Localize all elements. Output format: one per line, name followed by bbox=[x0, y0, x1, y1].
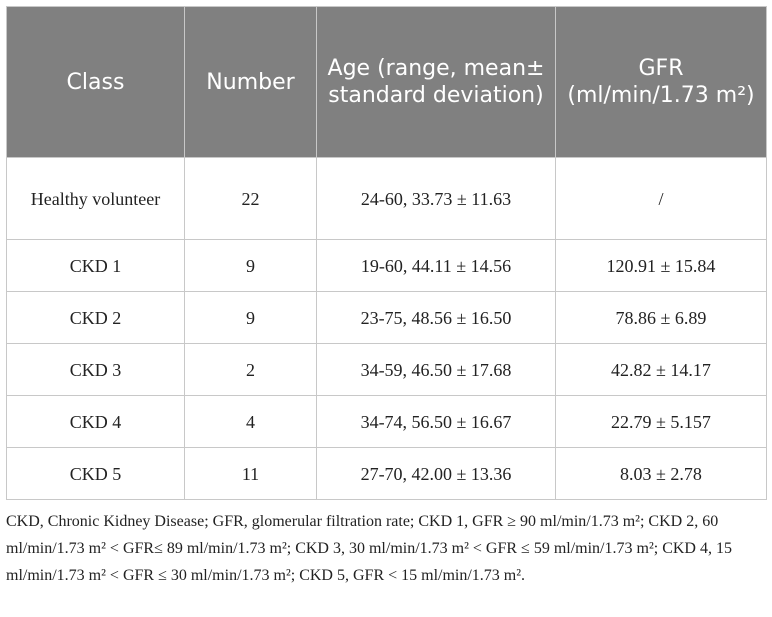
header-cell: Age (range, mean± standard deviation) bbox=[316, 6, 556, 158]
table-cell: 2 bbox=[184, 343, 317, 396]
data-table: Class Number Age (range, mean± standard de… bbox=[6, 6, 767, 500]
table-cell: 8.03 ± 2.78 bbox=[555, 447, 767, 500]
table-cell: CKD 4 bbox=[6, 395, 185, 448]
footnote: CKD, Chronic Kidney Disease; GFR, glomer… bbox=[6, 513, 732, 584]
table-cell: CKD 2 bbox=[6, 291, 185, 344]
table-cell: 34-59, 46.50 ± 17.68 bbox=[316, 343, 556, 396]
table-cell: 9 bbox=[184, 291, 317, 344]
table-cell: CKD 1 bbox=[6, 239, 185, 292]
table-cell: 27-70, 42.00 ± 13.36 bbox=[316, 447, 556, 500]
table-cell: 22 bbox=[184, 157, 317, 240]
header-cell: Number bbox=[184, 6, 317, 158]
table-cell: 23-75, 48.56 ± 16.50 bbox=[316, 291, 556, 344]
table-cell: 24-60, 33.73 ± 11.63 bbox=[316, 157, 556, 240]
table-cell: 19-60, 44.11 ± 14.56 bbox=[316, 239, 556, 292]
table-cell: Healthy volunteer bbox=[6, 157, 185, 240]
table-cell: 4 bbox=[184, 395, 317, 448]
table-cell: 78.86 ± 6.89 bbox=[555, 291, 767, 344]
table-cell: / bbox=[555, 157, 767, 240]
table-row: CKD 1 9 19-60, 44.11 ± 14.56 120.91 ± 15.84 bbox=[6, 239, 767, 292]
table-cell: CKD 3 bbox=[6, 343, 185, 396]
table-body: Healthy volunteer 22 24-60, 33.73 ± 11.63/… bbox=[6, 157, 767, 500]
table-row: CKD 4 4 34-74, 56.50 ± 16.67 22.79 ± 5.157 bbox=[6, 395, 767, 448]
table-row: CKD 3 2 34-59, 46.50 ± 17.68 42.82 ± 14.17 bbox=[6, 343, 767, 396]
table-cell: 34-74, 56.50 ± 16.67 bbox=[316, 395, 556, 448]
table-row: CKD 5 11 27-70, 42.00 ± 13.36 8.03 ± 2.78 bbox=[6, 447, 767, 500]
table-cell: 22.79 ± 5.157 bbox=[555, 395, 767, 448]
table-cell: 120.91 ± 15.84 bbox=[555, 239, 767, 292]
table-cell: 9 bbox=[184, 239, 317, 292]
table-row: Healthy volunteer 22 24-60, 33.73 ± 11.63/ bbox=[6, 157, 767, 240]
table-cell: 11 bbox=[184, 447, 317, 500]
header-cell: Class bbox=[6, 6, 185, 158]
table-row: CKD 2 9 23-75, 48.56 ± 16.50 78.86 ± 6.89 bbox=[6, 291, 767, 344]
table-cell: 42.82 ± 14.17 bbox=[555, 343, 767, 396]
header-cell: GFR (ml/min/1.73 m²) bbox=[555, 6, 767, 158]
header-row: Class Number Age (range, mean± standard de… bbox=[6, 6, 767, 158]
table-cell: CKD 5 bbox=[6, 447, 185, 500]
